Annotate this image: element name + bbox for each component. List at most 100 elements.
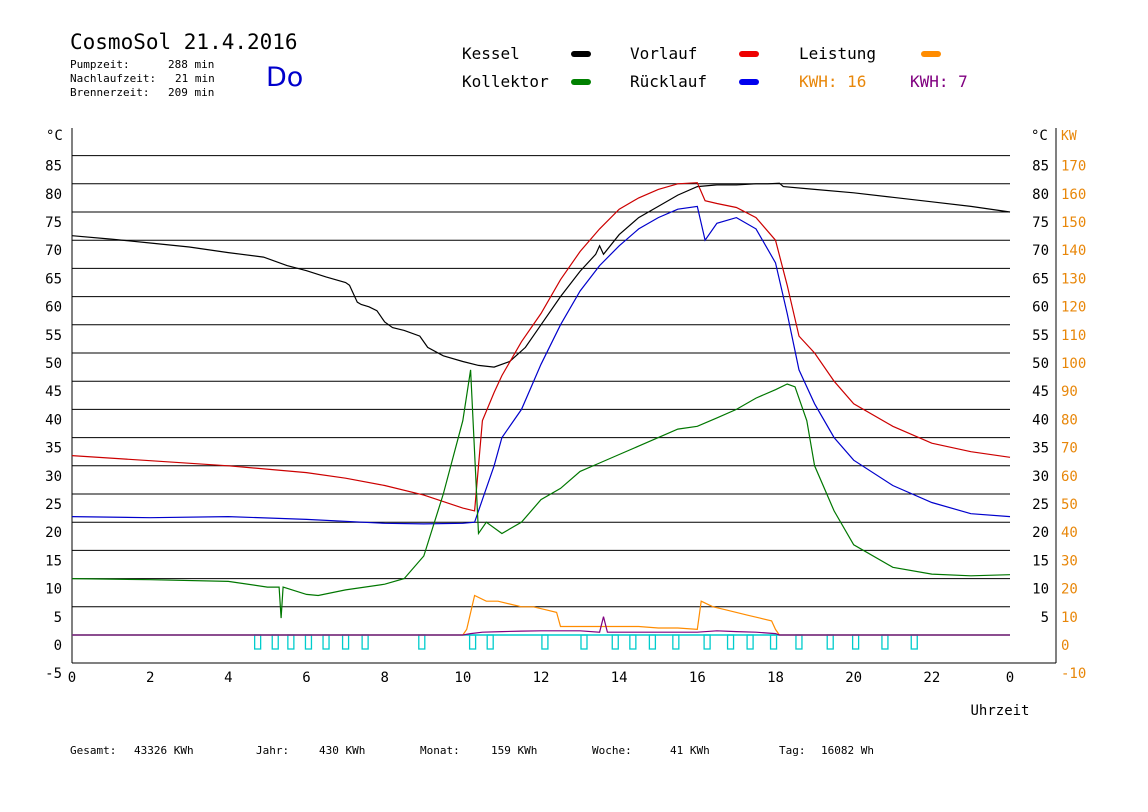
y-tick-right-kw-label: 70 [1061,441,1078,457]
y-tick-right-celsius-label: 10 [1032,582,1049,598]
x-tick-label: 8 [380,670,388,686]
y-tick-left-label: 50 [45,356,62,372]
x-tick-label: 2 [146,670,154,686]
y-tick-left-label: 25 [45,497,62,513]
pump-pulse-mark [418,634,426,650]
y-tick-right-kw-label: 100 [1061,356,1086,372]
legend-vorlauf-swatch [739,51,759,57]
nachlauf-time-value: 21 min [175,72,215,85]
pump-pulse-mark [795,634,803,650]
y-tick-left-label: 80 [45,187,62,203]
y-tick-right-kw-label: 20 [1061,582,1078,598]
y-tick-left-label: 75 [45,215,62,231]
nachlauf-time-label: Nachlaufzeit: [70,72,157,85]
y-tick-right-kw-label: 120 [1061,300,1086,316]
y-tick-left-label: 45 [45,384,62,400]
y-tick-right-kw-label: 10 [1061,610,1078,626]
x-tick-label: 16 [689,670,706,686]
x-tick-label: 22 [923,670,940,686]
pump-pulse-mark [541,634,549,650]
y-tick-right-kw-label: 60 [1061,469,1078,485]
y-unit-right-celsius-label: °C [1031,128,1048,144]
y-tick-left-label: 35 [45,441,62,457]
legend-kwh-purple: KWH: 7 [910,72,968,91]
y-tick-left-label: 30 [45,469,62,485]
legend-ruecklauf-swatch [739,79,759,85]
brenner-time-value: 209 min [168,86,215,99]
pump-pulse-mark [611,634,619,650]
x-tick-label: 10 [454,670,471,686]
y-tick-left-label: 85 [45,159,62,175]
pump-pulse-mark [629,634,637,650]
y-unit-right-kw-label: KW [1061,129,1077,144]
chart-title: CosmoSol 21.4.2016 [70,30,298,54]
y-tick-right-celsius-label: 75 [1032,215,1049,231]
legend-kwh-leistung: KWH: 16 [799,72,867,91]
pump-pulse-mark [851,634,860,650]
legend-kollektor-label: Kollektor [462,72,549,91]
pump-time-value: 288 min [168,58,215,71]
x-tick-label: 12 [533,670,550,686]
series-leistung-line [72,594,1010,636]
x-tick-label: 18 [767,670,784,686]
y-tick-right-celsius-label: 80 [1032,187,1049,203]
y-tick-right-kw-label: 160 [1061,187,1086,203]
pump-pulse-mark [672,634,680,650]
footer-monat-label: Monat: [420,744,460,757]
pump-pulse-mark [322,634,330,650]
legend-kessel-label: Kessel [462,44,520,63]
footer-tag-value: 16082 Wh [821,744,874,757]
y-tick-right-celsius-label: 45 [1032,384,1049,400]
y-tick-right-kw-label: 170 [1061,159,1086,175]
pump-pulse-mark [703,634,711,650]
series-kwh-purple-line [72,616,1010,636]
footer-gesamt-value: 43326 KWh [134,744,194,757]
x-tick-label: 0 [1006,670,1014,686]
y-tick-left-label: 0 [54,638,62,654]
footer-gesamt-label: Gesamt: [70,744,117,757]
y-tick-right-kw-label: 40 [1061,525,1078,541]
y-tick-right-celsius-label: 15 [1032,553,1049,569]
y-tick-left-label: 70 [45,243,62,259]
footer-monat-value: 159 KWh [491,744,538,757]
pump-pulse-mark [746,634,754,650]
y-tick-right-kw-label: 50 [1061,497,1078,513]
y-tick-left-label: 5 [54,610,62,626]
series-kessel-line [71,182,1011,368]
y-tick-right-celsius-label: 35 [1032,441,1049,457]
pump-pulse-mark [580,634,588,650]
y-tick-right-celsius-label: 30 [1032,469,1049,485]
y-tick-left-label: 65 [45,271,62,287]
legend-kollektor-swatch [571,79,591,85]
y-tick-right-celsius-label: 65 [1032,271,1049,287]
pump-pulse-mark [826,634,834,650]
y-tick-left-label: 55 [45,328,62,344]
y-tick-right-kw-label: 90 [1061,384,1078,400]
y-tick-right-celsius-label: 85 [1032,159,1049,175]
pump-pulse-mark [361,634,369,650]
legend-leistung-label: Leistung [799,44,877,63]
y-tick-right-celsius-label: 55 [1032,328,1049,344]
y-tick-right-kw-label: 140 [1061,243,1086,259]
x-tick-label: 0 [68,670,76,686]
y-tick-left-label: 10 [45,582,62,598]
y-tick-right-celsius-label: 70 [1032,243,1049,259]
y-tick-right-celsius-label: 5 [1041,610,1049,626]
pump-time-label: Pumpzeit: [70,58,130,71]
pump-pulse-mark [881,634,889,650]
pump-pulse-mark [486,634,494,650]
y-tick-right-kw-label: 30 [1061,553,1078,569]
y-tick-right-celsius-label: 25 [1032,497,1049,513]
series-vorlauf-line [71,182,1011,512]
footer-tag-label: Tag: [779,744,806,757]
y-tick-right-kw-label: 150 [1061,215,1086,231]
footer-woche-label: Woche: [592,744,632,757]
footer-jahr-label: Jahr: [256,744,290,757]
footer-jahr-value: 430 KWh [319,744,366,757]
legend-leistung-swatch [921,51,941,57]
legend-vorlauf-label: Vorlauf [630,44,698,63]
x-axis-label: Uhrzeit [970,703,1029,719]
series-ruecklauf-line [71,205,1011,525]
y-tick-right-celsius-label: 40 [1032,412,1049,428]
pump-pulse-mark [287,634,295,650]
